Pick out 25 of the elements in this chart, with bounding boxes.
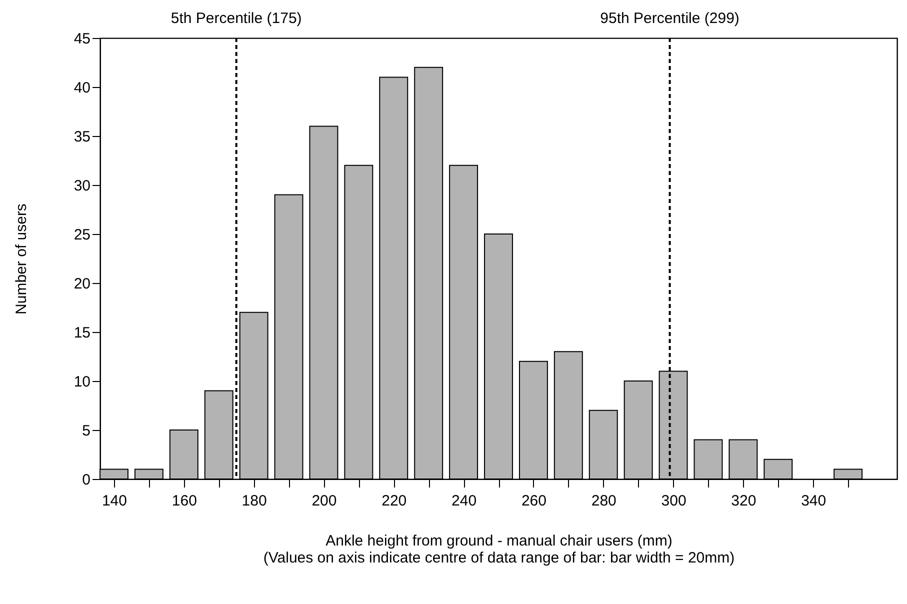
- ref-line-label: 5th Percentile (175): [170, 10, 302, 27]
- x-tick-label: 140: [102, 492, 127, 510]
- x-tick-label: 340: [801, 492, 826, 510]
- x-tick-label: 220: [382, 492, 407, 510]
- x-tick-label: 180: [242, 492, 267, 510]
- x-tick-label: 200: [312, 492, 337, 510]
- y-tick-label: 0: [82, 472, 90, 488]
- y-tick-label: 25: [74, 226, 90, 244]
- x-tick-label: 320: [731, 492, 756, 510]
- y-tick-label: 35: [74, 128, 90, 146]
- x-tick-label: 260: [521, 492, 546, 510]
- y-tick-label: 40: [74, 80, 90, 96]
- y-axis-title: Number of users: [12, 204, 30, 314]
- y-tick-label: 15: [74, 324, 90, 342]
- y-tick-label: 5: [82, 422, 90, 440]
- y-tick-label: 20: [74, 276, 90, 292]
- y-tick-label: 30: [74, 178, 90, 194]
- x-tick-label: 240: [452, 492, 477, 510]
- x-tick-label: 280: [591, 492, 616, 510]
- y-tick-label: 10: [74, 374, 90, 390]
- x-axis-title: Ankle height from ground - manual chair users (mm) (Values on axis indicate centre of data range of bar: bar width = 20mm): [263, 532, 735, 566]
- x-tick-label: 300: [661, 492, 686, 510]
- ref-line-label: 95th Percentile (299): [600, 10, 740, 27]
- y-tick-label: 45: [74, 30, 90, 48]
- x-tick-label: 160: [172, 492, 197, 510]
